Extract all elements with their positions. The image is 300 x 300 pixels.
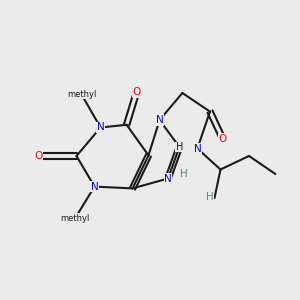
Text: O: O [218, 134, 227, 144]
Text: H: H [176, 142, 183, 152]
Text: O: O [132, 87, 141, 98]
Text: N: N [97, 122, 104, 133]
Text: N: N [91, 182, 98, 192]
Text: N: N [164, 173, 172, 184]
Text: H: H [180, 169, 188, 179]
Text: H: H [206, 192, 214, 203]
Text: N: N [156, 115, 164, 125]
Text: O: O [34, 151, 43, 161]
Text: N: N [194, 143, 201, 154]
Text: methyl: methyl [67, 90, 96, 99]
Text: methyl: methyl [60, 214, 90, 223]
